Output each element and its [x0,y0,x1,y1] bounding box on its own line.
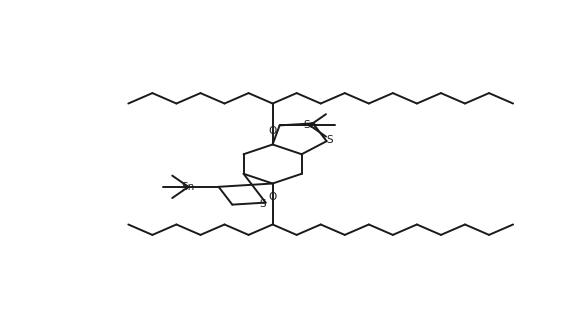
Text: Sn: Sn [182,182,195,192]
Text: S: S [260,199,266,209]
Text: S: S [326,134,333,145]
Text: O: O [269,192,277,202]
Text: O: O [269,126,277,136]
Text: Sn: Sn [303,120,316,131]
